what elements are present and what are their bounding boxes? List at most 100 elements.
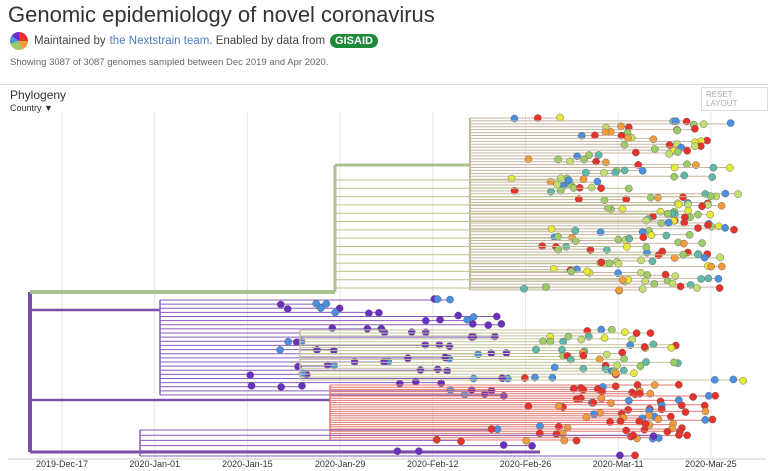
tip <box>642 358 650 366</box>
tip <box>552 430 561 438</box>
tip <box>560 436 569 445</box>
tip <box>554 402 563 411</box>
tip <box>597 325 606 334</box>
tip <box>590 410 598 418</box>
tip <box>573 152 581 161</box>
tip <box>433 365 442 374</box>
tip <box>469 374 478 383</box>
tip <box>694 250 702 259</box>
tip <box>559 337 567 346</box>
tip <box>579 385 587 394</box>
tip <box>707 192 715 200</box>
tip <box>650 280 659 288</box>
tip <box>614 269 622 277</box>
tip <box>312 299 320 308</box>
tip <box>632 329 641 337</box>
tip <box>601 128 610 137</box>
tip <box>698 239 706 247</box>
color-by-label[interactable]: Country <box>10 103 42 113</box>
tip <box>734 190 742 198</box>
tip <box>422 316 430 325</box>
team-link[interactable]: the Nextstrain team <box>109 35 210 47</box>
tip <box>566 355 575 364</box>
tip <box>602 350 611 359</box>
tip <box>322 300 331 308</box>
tip <box>649 432 658 440</box>
tip <box>497 320 506 328</box>
tip <box>679 193 687 201</box>
tip <box>701 407 710 416</box>
tip <box>331 308 339 317</box>
divider <box>0 84 768 85</box>
tip <box>650 381 659 389</box>
x-axis-label: 2020-Feb-26 <box>500 459 552 469</box>
x-axis-label: 2020-Jan-01 <box>129 459 180 469</box>
tip <box>546 178 555 186</box>
panel-title: Phylogeny <box>10 88 67 102</box>
tip <box>640 425 649 434</box>
tip <box>393 447 402 456</box>
tip <box>664 218 673 227</box>
tip <box>704 221 712 229</box>
tip <box>676 282 685 291</box>
tip <box>572 436 581 445</box>
tip <box>547 225 556 233</box>
tip <box>675 431 683 439</box>
tip <box>680 171 689 180</box>
tip <box>710 376 719 384</box>
tip <box>445 342 454 351</box>
tip <box>636 362 645 371</box>
tip <box>630 369 638 378</box>
tip <box>579 365 588 373</box>
tip <box>624 396 633 405</box>
tip <box>717 202 726 210</box>
logo <box>10 32 28 50</box>
reset-layout[interactable]: RESET LAYOUT <box>701 87 768 111</box>
tip <box>569 384 578 393</box>
tip <box>663 210 672 218</box>
tip <box>555 422 563 431</box>
tip <box>620 328 629 336</box>
tip <box>654 251 663 260</box>
tip <box>416 366 425 374</box>
tip <box>629 431 638 440</box>
tip <box>614 235 623 244</box>
tip <box>593 177 602 186</box>
tip <box>670 358 678 367</box>
tip <box>375 309 383 317</box>
tip <box>654 193 662 202</box>
tip <box>441 353 449 362</box>
tip <box>597 394 606 403</box>
tip <box>634 161 643 169</box>
tip <box>579 175 588 183</box>
tip <box>433 295 442 303</box>
tip <box>415 447 423 455</box>
tip <box>711 391 720 400</box>
tip <box>665 150 673 158</box>
tip <box>692 161 700 169</box>
tip <box>662 231 671 240</box>
tip <box>616 451 624 460</box>
tip <box>683 147 691 155</box>
tip <box>539 337 547 346</box>
tip <box>649 340 658 349</box>
gisaid-badge[interactable]: GISAID <box>330 34 378 48</box>
tip <box>492 312 501 321</box>
tip <box>638 166 647 175</box>
tip <box>567 267 576 276</box>
tip <box>620 355 628 363</box>
tip <box>670 163 679 172</box>
tip <box>642 243 651 252</box>
tip <box>521 374 529 382</box>
tip <box>556 174 565 183</box>
tip <box>487 386 496 395</box>
tip <box>559 429 567 438</box>
tip <box>532 345 540 354</box>
tip <box>587 183 596 192</box>
color-by[interactable]: Country ▼ <box>10 103 53 113</box>
tip <box>618 276 627 284</box>
tip <box>716 253 724 262</box>
tip <box>395 379 404 388</box>
enabled-text: . Enabled by data from <box>209 35 326 47</box>
tip <box>672 117 680 126</box>
